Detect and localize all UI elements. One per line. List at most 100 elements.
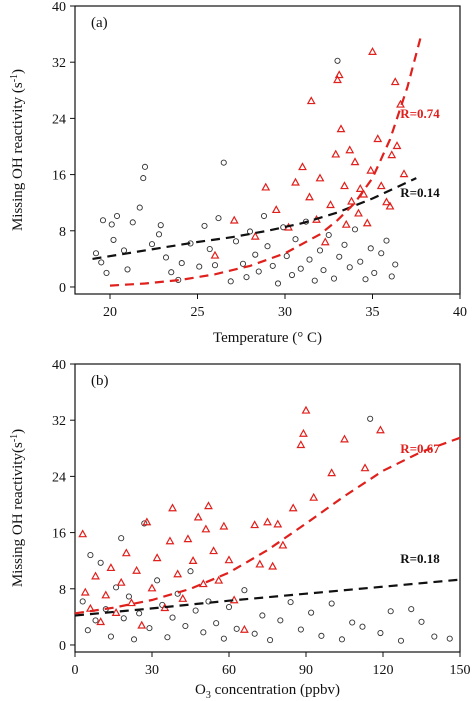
data-point-triangle [204,501,213,510]
data-point-circle [215,215,222,222]
correlation-label: R=0.14 [400,185,440,200]
data-point-circle [162,254,170,261]
data-point-triangle [309,492,319,501]
data-point-triangle [142,517,152,526]
data-point-circle [169,614,176,621]
x-axis-title: O3 concentration (ppbv) [195,682,340,701]
data-point-triangle [239,624,249,633]
data-point-triangle [116,577,126,586]
panel-a: 20 25 30 35 40 0 8 16 24 32 40 R=0.14 R=0.74 (a) Tempe… [9,0,467,346]
data-point-circle [431,633,438,640]
data-point-triangle [165,536,175,545]
data-point-triangle [268,561,278,570]
data-point-triangle [80,587,90,596]
data-point-circle [274,280,282,287]
panel-b: 0 30 60 90 120 150 0 8 16 24 32 40 R=0.18 R=0.67 (b) O3… [9,358,471,701]
data-point-circle [287,599,294,606]
data-point-circle [107,633,114,640]
data-point-circle [239,260,247,267]
fit-line [109,33,423,287]
data-point-triangle [121,548,131,557]
y-tick-label: 40 [52,0,66,15]
x-tick-label: 25 [191,305,205,320]
data-point-circle [308,609,315,616]
data-point-circle [349,619,356,626]
data-point-circle [92,617,99,624]
fit-line [92,177,417,260]
data-point-triangle [385,201,395,210]
data-point-circle [182,622,189,630]
data-point-circle [338,636,345,643]
data-point-circle [260,212,268,220]
data-point-triangle [392,141,402,150]
data-point-circle [141,163,149,170]
data-point-triangle [261,182,271,191]
panel-label: (a) [91,15,108,31]
correlation-label: R=0.18 [400,551,440,566]
data-point-triangle [320,237,330,246]
data-point-circle [206,245,213,253]
data-point-triangle [106,563,116,572]
data-point-triangle [390,77,400,86]
y-tick-label: 8 [59,225,66,240]
data-point-triangle [201,524,211,533]
x-tick-label: 150 [450,663,471,678]
data-point-triangle [360,463,370,472]
data-point-circle [292,236,299,243]
data-point-triangle [278,540,288,549]
data-point-triangle [188,556,198,565]
x-tick-label: 120 [373,663,394,678]
data-point-triangle [219,521,229,530]
correlation-label: R=0.74 [400,106,440,121]
data-point-triangle [355,183,365,192]
data-point-circle [233,625,240,632]
data-point-circle [136,204,143,211]
data-point-circle [318,632,325,639]
data-point-triangle [291,177,300,186]
data-point-triangle [91,571,100,580]
data-point-circle [259,612,266,619]
data-point-circle [168,269,175,276]
y-tick-label: 16 [52,169,66,184]
data-point-circle [213,620,220,627]
data-point-triangle [334,70,344,79]
x-tick-label: 30 [278,305,292,320]
data-point-triangle [354,208,363,217]
data-point-circle [297,265,304,272]
data-point-triangle [229,215,239,224]
data-point-triangle [350,157,360,166]
data-point-circle [264,243,271,250]
data-point-circle [99,217,107,224]
data-point-circle [283,253,290,260]
data-point-circle [220,159,227,166]
data-point-circle [129,219,136,226]
data-point-circle [302,218,310,225]
data-point-triangle [333,75,342,84]
data-point-circle [113,212,121,220]
data-point-circle [392,261,399,268]
y-axis-title: Missing OH reactivity(s-1) [9,429,26,587]
data-point-circle [187,568,194,575]
data-point-triangle [152,553,162,562]
data-point-triangle [376,425,385,434]
data-point-triangle [193,512,203,521]
data-point-triangle [255,559,265,568]
data-point-circle [367,415,374,422]
data-point-circle [211,262,219,269]
data-point-circle [297,626,304,633]
data-point-circle [154,577,161,584]
data-point-triangle [209,546,219,555]
data-point-triangle [340,181,349,190]
data-point-triangle [306,96,316,105]
data-point-circle [200,629,207,636]
data-point-triangle [331,149,341,158]
data-point-circle [220,635,227,642]
data-point-circle [79,598,86,605]
data-point-triangle [366,165,376,174]
data-point-triangle [183,534,193,543]
data-point-triangle [305,192,314,201]
data-point-circle [378,250,385,257]
data-point-circle [136,610,143,617]
data-point-triangle [271,205,281,214]
data-point-circle [246,228,254,235]
